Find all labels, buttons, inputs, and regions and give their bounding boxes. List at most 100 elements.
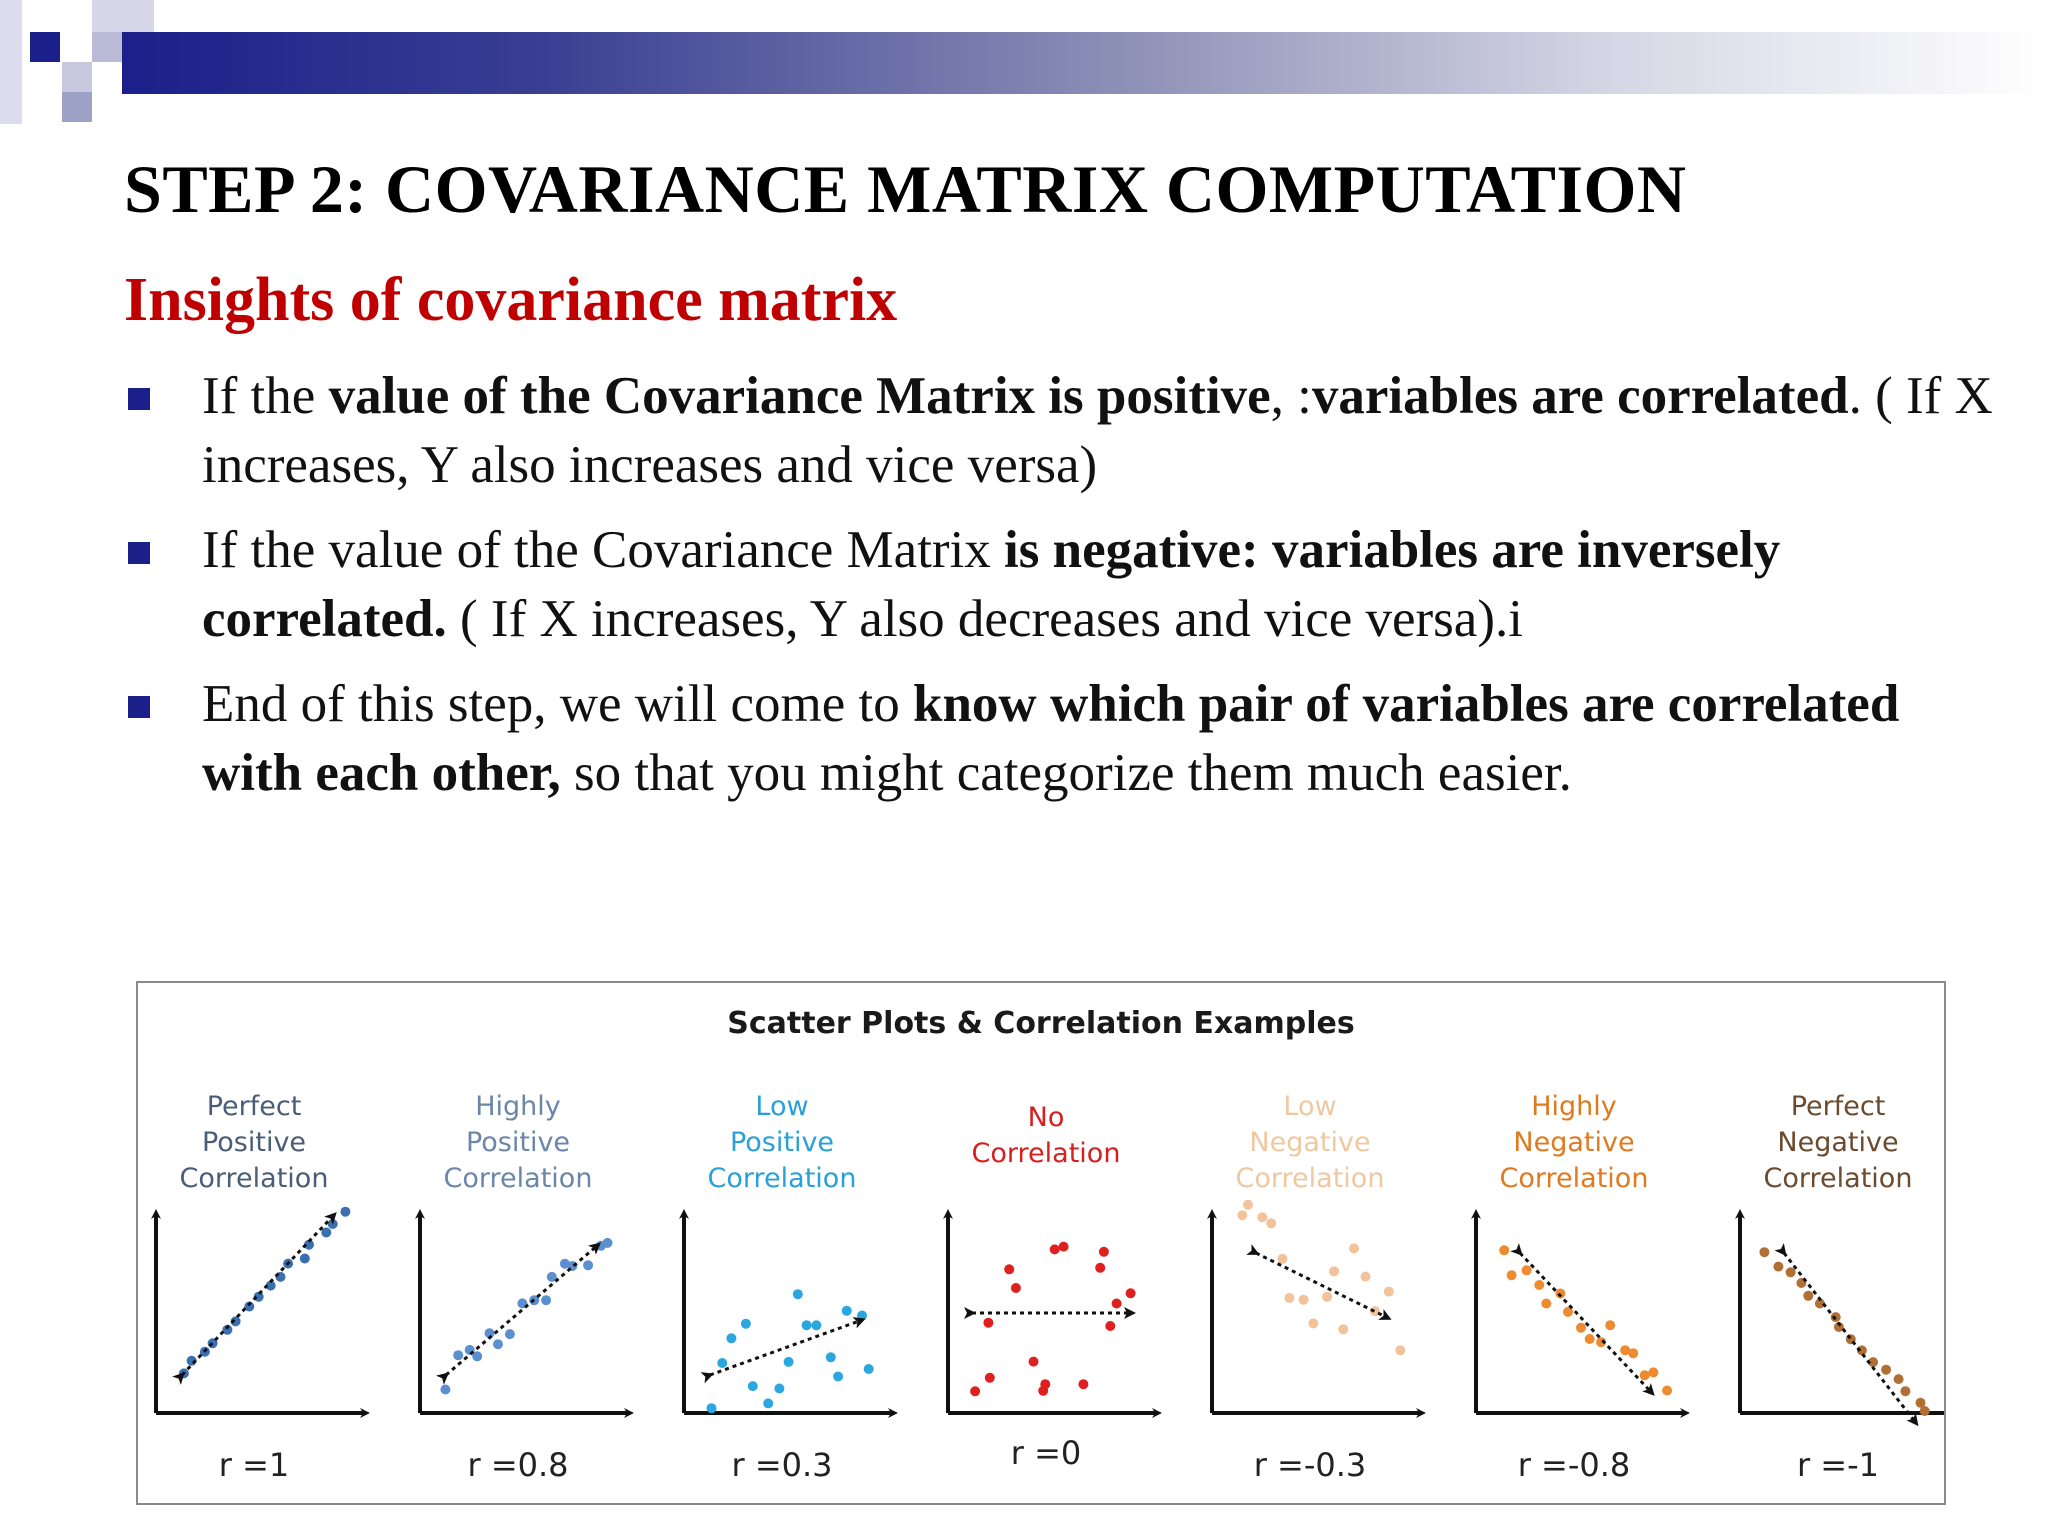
bullet-text: End of this step, we will come to know w… bbox=[202, 675, 1899, 802]
data-point bbox=[984, 1372, 995, 1383]
data-point bbox=[740, 1318, 751, 1329]
data-point bbox=[825, 1352, 836, 1363]
data-point bbox=[1322, 1291, 1333, 1302]
data-point bbox=[1919, 1406, 1930, 1416]
data-point bbox=[504, 1329, 515, 1340]
scatter-panel: Perfect Negative Correlation r =-1 bbox=[1735, 1091, 1944, 1484]
slide-title: STEP 2: COVARIANCE MATRIX COMPUTATION bbox=[124, 151, 1687, 227]
panel-label-line: Correlation bbox=[1500, 1163, 1649, 1194]
data-point bbox=[1105, 1321, 1116, 1331]
bullet-text-segment: ( If X increases, Y also decreases and v… bbox=[446, 590, 1523, 648]
panel-label-line: No bbox=[1028, 1102, 1065, 1133]
scatter-panel: Low Negative Correlation r =-0.3 bbox=[1207, 1091, 1426, 1484]
square-bullet-icon bbox=[128, 542, 150, 564]
data-point bbox=[440, 1384, 451, 1395]
panel-label-line: Positive bbox=[466, 1127, 570, 1158]
data-point bbox=[1266, 1218, 1277, 1229]
scatter-panel: Highly Negative Correlation r =-0.8 bbox=[1471, 1091, 1690, 1484]
scatter-correlation-figure: Scatter Plots & Correlation Examples Per… bbox=[136, 981, 1946, 1505]
trend-arrow bbox=[1246, 1244, 1392, 1320]
panel-label-line: Negative bbox=[1513, 1127, 1634, 1158]
bullet-text-segment: . ( If X increases, Y also increases and… bbox=[202, 367, 1993, 494]
slide-subtitle: Insights of covariance matrix bbox=[124, 266, 898, 334]
panel-label-line: Correlation bbox=[1764, 1163, 1913, 1194]
trend-arrow bbox=[700, 1317, 866, 1384]
scatter-panel: Perfect Positive Correlation r =1 bbox=[151, 1091, 370, 1484]
data-point bbox=[1028, 1356, 1039, 1367]
bullet-text-segment-bold: is negative: variables are inversely cor… bbox=[202, 521, 1781, 648]
data-point bbox=[493, 1339, 503, 1350]
bullet-item: End of this step, we will come to know w… bbox=[124, 670, 1994, 808]
data-point bbox=[1049, 1244, 1060, 1255]
data-point bbox=[863, 1364, 874, 1374]
data-point bbox=[1098, 1246, 1109, 1257]
data-point bbox=[747, 1381, 758, 1392]
data-point bbox=[1395, 1345, 1406, 1356]
data-point bbox=[1639, 1370, 1650, 1381]
bullet-item: If the value of the Covariance Matrix is… bbox=[124, 362, 1994, 500]
data-point bbox=[1338, 1324, 1349, 1335]
r-value-label: r =-0.8 bbox=[1518, 1446, 1631, 1484]
data-point bbox=[1004, 1264, 1015, 1275]
data-point bbox=[1237, 1210, 1248, 1221]
bullet-text-segment-bold: value of the Covariance Matrix is positi… bbox=[328, 367, 1271, 425]
data-point bbox=[841, 1305, 852, 1316]
data-point bbox=[1349, 1243, 1359, 1254]
square-bullet-icon bbox=[128, 388, 150, 410]
data-point bbox=[1111, 1298, 1122, 1309]
data-point bbox=[1534, 1280, 1545, 1290]
data-point bbox=[299, 1253, 310, 1264]
scatter-panel: Low Positive Correlation r =0.3 bbox=[679, 1091, 898, 1484]
data-point bbox=[1360, 1271, 1371, 1282]
data-point bbox=[1803, 1290, 1814, 1301]
panel-label-line: Negative bbox=[1777, 1127, 1898, 1158]
data-point bbox=[1584, 1334, 1595, 1344]
data-point bbox=[1078, 1379, 1089, 1390]
data-point bbox=[811, 1320, 822, 1331]
data-point bbox=[1257, 1212, 1268, 1223]
scatter-panel: No Correlation r =0 bbox=[943, 1102, 1162, 1472]
panel-label-line: Highly bbox=[1531, 1091, 1617, 1122]
data-point bbox=[801, 1320, 812, 1331]
data-point bbox=[602, 1237, 613, 1248]
data-point bbox=[1773, 1261, 1784, 1272]
bullet-text-segment-bold: variables are correlated bbox=[1311, 367, 1849, 425]
data-point bbox=[541, 1295, 552, 1306]
bullet-text-segment: so that you might categorize them much e… bbox=[560, 744, 1572, 802]
data-point bbox=[1095, 1262, 1106, 1273]
panel-label-line: Correlation bbox=[444, 1163, 593, 1194]
data-point bbox=[1881, 1364, 1892, 1375]
data-point bbox=[774, 1383, 785, 1394]
scatter-panel: Highly Positive Correlation r =0.8 bbox=[415, 1091, 634, 1484]
data-point bbox=[1298, 1294, 1309, 1305]
data-point bbox=[1383, 1286, 1394, 1297]
panel-label-line: Low bbox=[1283, 1091, 1336, 1122]
data-point bbox=[1506, 1270, 1517, 1281]
data-point bbox=[1605, 1320, 1616, 1331]
data-point bbox=[321, 1227, 332, 1238]
panel-label-line: Negative bbox=[1249, 1127, 1370, 1158]
r-value-label: r =-0.3 bbox=[1254, 1446, 1367, 1484]
bullet-list: If the value of the Covariance Matrix is… bbox=[124, 362, 1994, 824]
panel-label-line: Correlation bbox=[1236, 1163, 1385, 1194]
trend-arrow bbox=[436, 1242, 602, 1385]
panel-label-line: Positive bbox=[202, 1127, 306, 1158]
data-point bbox=[1499, 1245, 1510, 1256]
data-point bbox=[453, 1350, 464, 1361]
data-point bbox=[1785, 1267, 1796, 1278]
r-value-label: r =0.3 bbox=[731, 1446, 832, 1484]
panel-label-line: Correlation bbox=[180, 1163, 329, 1194]
data-point bbox=[783, 1356, 794, 1367]
panel-label-line: Highly bbox=[475, 1091, 561, 1122]
header-gradient-bar bbox=[122, 32, 2048, 94]
panel-label-line: Correlation bbox=[972, 1138, 1121, 1169]
data-point bbox=[583, 1260, 594, 1271]
panel-label-line: Low bbox=[755, 1091, 808, 1122]
bullet-text: If the value of the Covariance Matrix is… bbox=[202, 367, 1993, 494]
chart-title: Scatter Plots & Correlation Examples bbox=[727, 1006, 1354, 1041]
data-point bbox=[763, 1398, 774, 1409]
data-point bbox=[1010, 1283, 1021, 1293]
data-point bbox=[1648, 1367, 1659, 1378]
data-point bbox=[1541, 1298, 1552, 1309]
square-bullet-icon bbox=[128, 696, 150, 718]
